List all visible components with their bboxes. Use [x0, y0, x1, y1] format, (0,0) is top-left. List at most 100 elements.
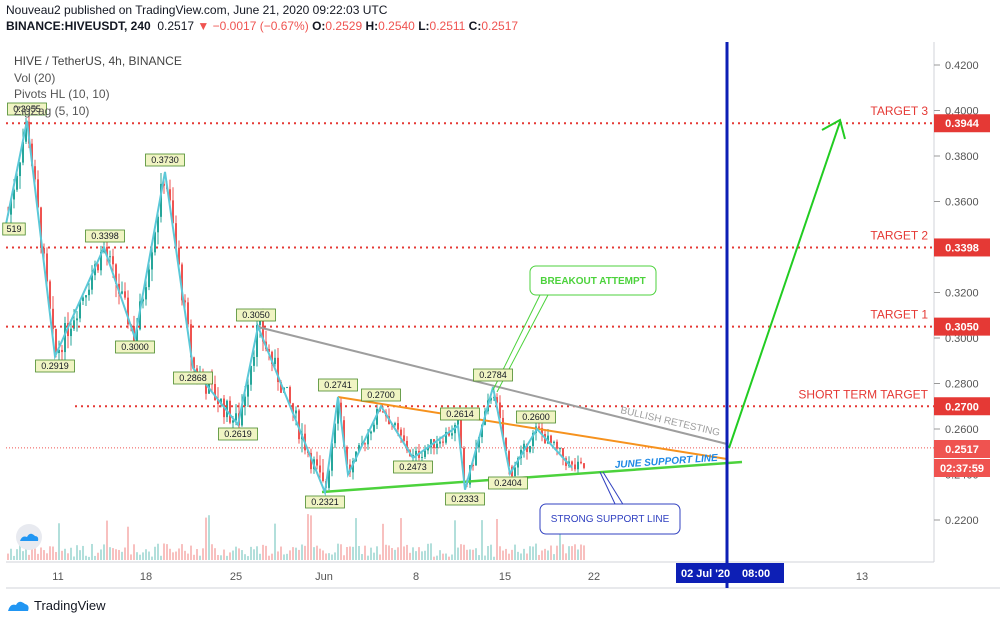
candle-body: [397, 423, 399, 430]
volume-bar: [181, 544, 183, 560]
volume-bar: [295, 547, 297, 560]
candle-body: [421, 456, 423, 458]
candle-body: [220, 398, 222, 405]
candle-body: [310, 452, 312, 470]
x-tick-label: 8: [413, 571, 419, 583]
volume-bar: [64, 548, 66, 560]
pivot-label-box: [115, 340, 155, 354]
volume-bar: [151, 556, 153, 560]
volume-bar: [331, 554, 333, 560]
volume-bar: [307, 514, 309, 560]
pivot-label: 0.2321: [311, 497, 339, 507]
price-axis[interactable]: 0.22000.24000.26000.28000.30000.32000.34…: [934, 60, 979, 527]
volume-bar: [31, 544, 33, 560]
candle-body: [247, 384, 249, 397]
legend-zigzag[interactable]: ZigZag (5, 10): [14, 103, 90, 118]
volume-bar: [13, 555, 15, 560]
down-triangle-icon: ▼: [197, 19, 210, 33]
candle-body: [547, 435, 549, 444]
volume-bar: [346, 547, 348, 560]
candle-body: [376, 409, 378, 425]
volume-bar: [493, 556, 495, 560]
breakout-callout: [529, 265, 657, 296]
candle-body: [343, 420, 345, 447]
volume-bar: [556, 545, 558, 560]
volume-bar: [394, 549, 396, 560]
candle-body: [514, 467, 516, 477]
volume-bar: [49, 546, 51, 560]
target-price-badge-text: 0.3050: [945, 322, 979, 334]
volume-bar: [322, 550, 324, 560]
volume-bar: [10, 548, 12, 560]
volume-bar: [478, 555, 480, 560]
volume-bar: [469, 549, 471, 560]
candle-body: [259, 320, 261, 326]
volume-bar: [364, 545, 366, 560]
candle-body: [277, 357, 279, 383]
candle-body: [97, 264, 99, 271]
candle-body: [472, 465, 474, 467]
volume-bar: [91, 543, 93, 560]
legend-vol[interactable]: Vol (20): [14, 70, 56, 85]
strong-support-pointer-2: [602, 471, 625, 507]
volume-bar: [430, 543, 432, 560]
candle-body: [136, 329, 138, 342]
pivot-label: 0.3050: [242, 310, 270, 320]
volume-bar: [37, 553, 39, 560]
candle-body: [163, 183, 165, 186]
candle-body: [574, 464, 576, 470]
candle-body: [337, 402, 339, 424]
candle-body: [25, 121, 27, 142]
volume-bar: [373, 552, 375, 560]
volume-bar: [436, 555, 438, 560]
candle-body: [382, 411, 384, 413]
volume-bar: [43, 550, 45, 560]
volume-bar: [304, 545, 306, 560]
candle-body: [271, 351, 273, 365]
y-tick-label: 0.2600: [945, 424, 979, 436]
candle-body: [367, 433, 369, 445]
volume-bar: [313, 547, 315, 560]
pivot-label: 0.2333: [451, 494, 479, 504]
target-price-badge-text: 0.3944: [945, 118, 980, 130]
volume-bar: [73, 556, 75, 560]
candle-body: [499, 402, 501, 418]
pivot-label: 0.2784: [479, 370, 507, 380]
candle-body: [445, 431, 447, 443]
volume-bar: [451, 554, 453, 560]
candle-body: [430, 439, 432, 448]
strong-support-callout-text: STRONG SUPPORT LINE: [551, 514, 670, 525]
candle-body: [577, 461, 579, 470]
volume-bar: [202, 548, 204, 560]
pivot-label-box: [473, 368, 513, 382]
volume-bar: [190, 545, 192, 560]
x-tick-label: 13: [856, 571, 868, 583]
footer-brand[interactable]: TradingView: [6, 598, 106, 613]
pivot-label-box: [445, 492, 485, 506]
chart-header: Nouveau2 published on TradingView.com, J…: [6, 2, 518, 34]
pivot-label-box: [173, 371, 213, 385]
volume-bar: [130, 554, 132, 560]
last-price-badge-text: 0.2517: [945, 444, 979, 456]
volume-bar: [400, 518, 402, 560]
volume-bar: [148, 551, 150, 560]
candle-body: [16, 176, 18, 190]
pivot-label: 0.2741: [324, 380, 352, 390]
volume-bar: [415, 551, 417, 560]
strong-support-callout: [539, 503, 681, 535]
pivot-label: 0.2473: [399, 462, 427, 472]
volume-bar: [454, 520, 456, 560]
candle-body: [541, 427, 543, 435]
legend-pivots[interactable]: Pivots HL (10, 10): [14, 87, 110, 101]
projection-arrow-head: [821, 118, 846, 140]
candle-body: [346, 446, 348, 465]
candle-body: [490, 398, 492, 401]
volume-bar: [352, 546, 354, 560]
volume-bar: [490, 544, 492, 560]
time-axis[interactable]: 11 18 25 Jun 8 15 22 13: [52, 571, 868, 583]
volume-bar: [382, 523, 384, 560]
volume-bar: [526, 553, 528, 560]
candle-body: [328, 470, 330, 488]
volume-bar: [19, 543, 21, 560]
